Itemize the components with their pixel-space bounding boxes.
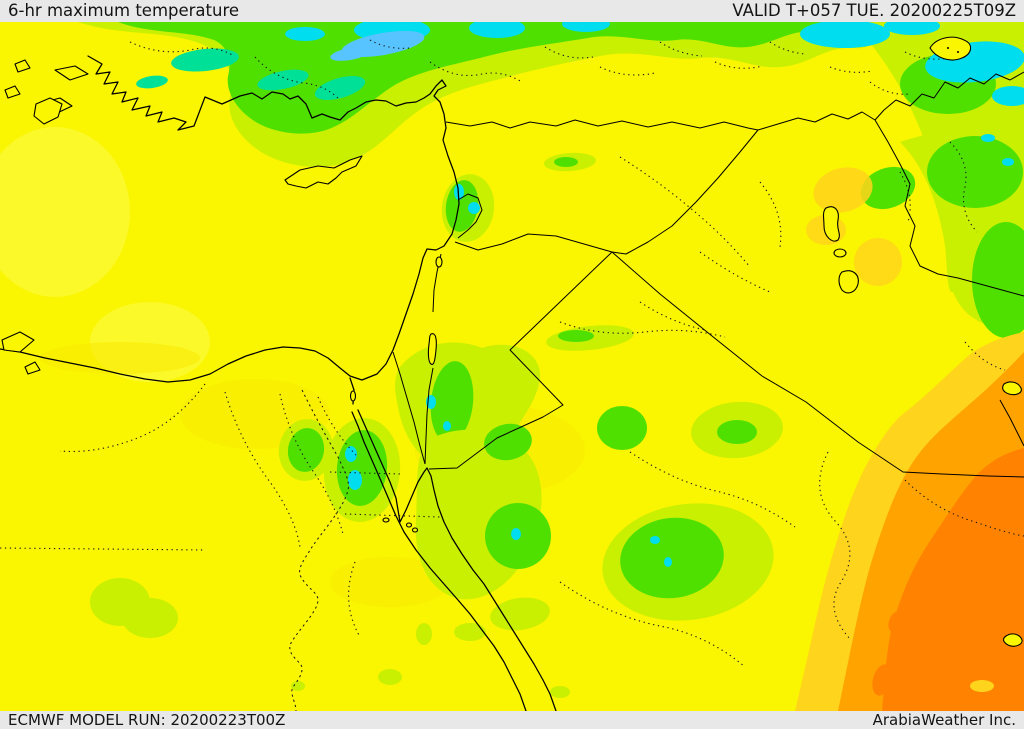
country-borders	[392, 71, 1024, 478]
dotted-admin-borders	[0, 39, 1024, 668]
header-bar: 6-hr maximum temperature VALID T+057 TUE…	[0, 0, 1024, 22]
temperature-map	[0, 22, 1024, 711]
temperature-shading	[0, 22, 1024, 711]
temperature-map-svg	[0, 22, 1024, 711]
map-title: 6-hr maximum temperature	[8, 1, 240, 20]
valid-time-label: VALID T+057 TUE. 20200225T09Z	[732, 1, 1016, 20]
footer-bar: ECMWF MODEL RUN: 20200223T00Z ArabiaWeat…	[0, 711, 1024, 729]
lakes	[349, 36, 972, 402]
model-run-label: ECMWF MODEL RUN: 20200223T00Z	[8, 711, 286, 729]
coastlines	[0, 55, 1023, 711]
brand-label: ArabiaWeather Inc.	[872, 711, 1016, 729]
